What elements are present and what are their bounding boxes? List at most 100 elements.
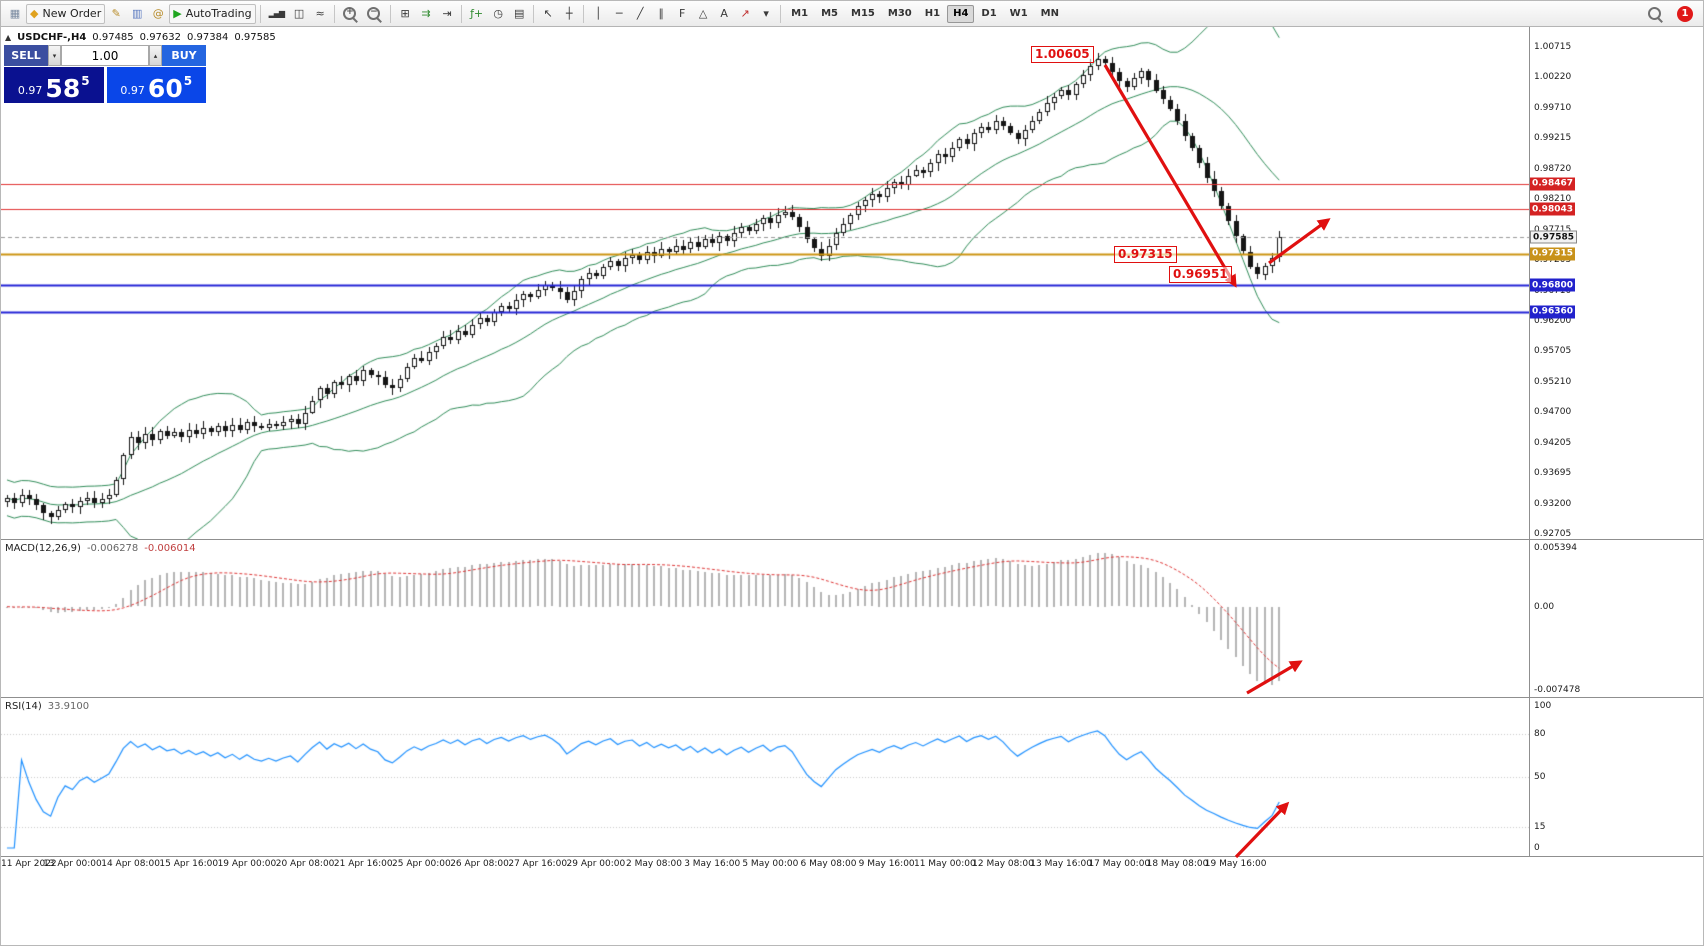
search-icon: [1648, 6, 1663, 21]
chart-shift-button[interactable]: ⇥: [437, 4, 457, 24]
arrows-tool-button[interactable]: ↗: [735, 4, 755, 24]
panel-separator[interactable]: [1, 697, 1703, 698]
horizontal-line-button[interactable]: ─: [609, 4, 629, 24]
cursor-button-icon: ↖: [543, 7, 553, 20]
date-label: 29 Apr 00:00: [566, 859, 626, 869]
chart-shift-button-icon: ⇥: [442, 7, 452, 20]
volume-decrease-button[interactable]: ▾: [48, 45, 61, 66]
support-tag-2: 0.96360: [1530, 305, 1575, 319]
periods-button[interactable]: ◷: [488, 4, 508, 24]
toolbar-separator: [390, 4, 392, 23]
trendline-button[interactable]: ╱: [630, 4, 650, 24]
line-chart-button[interactable]: ≈: [310, 4, 330, 24]
auto-scroll-button[interactable]: ⇉: [416, 4, 436, 24]
rsi-panel-canvas[interactable]: [1, 698, 1529, 856]
tools-dropdown[interactable]: ▾: [756, 4, 776, 24]
toolbar-separator: [259, 4, 261, 23]
date-label: 20 Apr 08:00: [275, 859, 335, 869]
date-label: 19 Apr 00:00: [217, 859, 277, 869]
macd-panel-canvas[interactable]: [1, 540, 1529, 697]
rsi-scale-label: 80: [1534, 729, 1546, 740]
toolbar-separator: [334, 4, 336, 23]
price-axis-label: 0.95705: [1534, 346, 1572, 357]
metaeditor-button[interactable]: ✎: [106, 4, 126, 24]
toolbar-main: ▦ ◆ New Order ✎ ▥ @ ▶ AutoTrading ▂▄▆ ◫ ≈ + − ⊞ ⇉ ⇥ ƒ+ ◷ ▤…: [5, 3, 1644, 24]
date-label: 11 May 00:00: [913, 859, 976, 869]
shapes-button[interactable]: △: [693, 4, 713, 24]
rsi-scale-label: 15: [1534, 821, 1546, 832]
timeframe-w1[interactable]: W1: [1009, 8, 1028, 19]
arrows-tool-button-icon: ↗: [740, 7, 750, 20]
indicators-button[interactable]: ƒ+: [466, 4, 487, 24]
macd-title: MACD(12,26,9): [5, 543, 81, 554]
sell-price-button[interactable]: 0.97 58 5: [4, 67, 104, 103]
zoom-out-button[interactable]: −: [363, 4, 386, 24]
timeframe-m15[interactable]: M15: [851, 8, 875, 19]
chart-low-value: 0.97384: [187, 32, 229, 43]
volume-input[interactable]: 1.00: [61, 45, 149, 66]
mql5-community-button-icon: @: [152, 7, 164, 20]
autotrading-button[interactable]: ▶ AutoTrading: [169, 3, 256, 24]
timeframe-h1[interactable]: H1: [924, 8, 941, 19]
one-click-trading-panel: SELL ▾ 1.00 ▴ BUY 0.97 58 5 0.97 60 5: [4, 45, 206, 103]
mql5-community-button[interactable]: @: [148, 4, 168, 24]
timeframe-d1[interactable]: D1: [981, 8, 997, 19]
price-axis-label: 0.96200: [1534, 315, 1572, 326]
bid-price-tag: 0.97585: [1530, 230, 1577, 244]
chart-window-button[interactable]: ▦: [5, 4, 25, 24]
low-price-annotation[interactable]: 0.96951: [1169, 266, 1232, 283]
toolbar-separator: [533, 4, 535, 23]
date-label: 21 Apr 16:00: [333, 859, 393, 869]
timeframe-m5[interactable]: M5: [821, 8, 838, 19]
fibonacci-button[interactable]: F: [672, 4, 692, 24]
metaeditor-button-icon: ✎: [111, 7, 121, 20]
chart-high-value: 0.97632: [139, 32, 182, 43]
search-button[interactable]: [1644, 4, 1667, 24]
templates-button[interactable]: ▤: [509, 4, 529, 24]
candlestick-chart-button[interactable]: ◫: [289, 4, 309, 24]
sell-button[interactable]: SELL: [4, 45, 48, 66]
notification-badge[interactable]: 1: [1677, 5, 1693, 22]
chart-close-value: 0.97585: [234, 32, 276, 43]
price-chart-canvas[interactable]: [1, 27, 1529, 539]
price-axis-label: 0.93200: [1534, 498, 1572, 509]
price-axis-label: 0.97715: [1534, 224, 1572, 235]
tile-windows-button[interactable]: ⊞: [395, 4, 415, 24]
channel-button[interactable]: ∥: [651, 4, 671, 24]
panel-separator[interactable]: [1, 539, 1703, 540]
new-order-button[interactable]: ◆ New Order: [26, 3, 106, 24]
date-label: 27 Apr 16:00: [508, 859, 568, 869]
toolbar-separator: [583, 4, 585, 23]
cursor-button[interactable]: ↖: [538, 4, 558, 24]
toolbar-right: 1: [1644, 4, 1701, 24]
volume-increase-button[interactable]: ▴: [149, 45, 162, 66]
timeframe-m1[interactable]: M1: [791, 8, 809, 19]
vertical-line-button[interactable]: │: [588, 4, 608, 24]
price-axis-border: [1529, 27, 1530, 857]
zoom-in-button[interactable]: +: [339, 4, 362, 24]
price-axis-label: 0.95210: [1534, 376, 1572, 387]
data-window-button[interactable]: ▥: [127, 4, 147, 24]
sell-price-sup: 5: [81, 74, 90, 88]
timeframe-m30[interactable]: M30: [887, 8, 912, 19]
rsi-label: RSI(14) 33.9100: [5, 701, 89, 712]
buy-price-button[interactable]: 0.97 60 5: [106, 67, 206, 103]
price-axis-label: 0.94205: [1534, 437, 1572, 448]
text-label-button[interactable]: A: [714, 4, 734, 24]
timeframe-mn[interactable]: MN: [1040, 8, 1059, 19]
pivot-price-annotation[interactable]: 0.97315: [1114, 246, 1177, 263]
timeframe-h4[interactable]: H4: [947, 4, 975, 23]
price-axis-label: 0.94700: [1534, 407, 1572, 418]
peak-price-annotation[interactable]: 1.00605: [1031, 46, 1094, 63]
date-label: 26 Apr 08:00: [450, 859, 509, 869]
resistance-tag-1: 0.98467: [1530, 177, 1575, 191]
one-click-toggle-icon[interactable]: ▲: [5, 33, 12, 42]
buy-button[interactable]: BUY: [162, 45, 206, 66]
crosshair-button[interactable]: ┼: [559, 4, 579, 24]
tools-dropdown-icon: ▾: [763, 7, 769, 20]
channel-button-icon: ∥: [658, 7, 664, 20]
bar-chart-button[interactable]: ▂▄▆: [265, 4, 288, 24]
date-label: 25 Apr 00:00: [392, 859, 451, 869]
panel-separator[interactable]: [1, 856, 1703, 857]
